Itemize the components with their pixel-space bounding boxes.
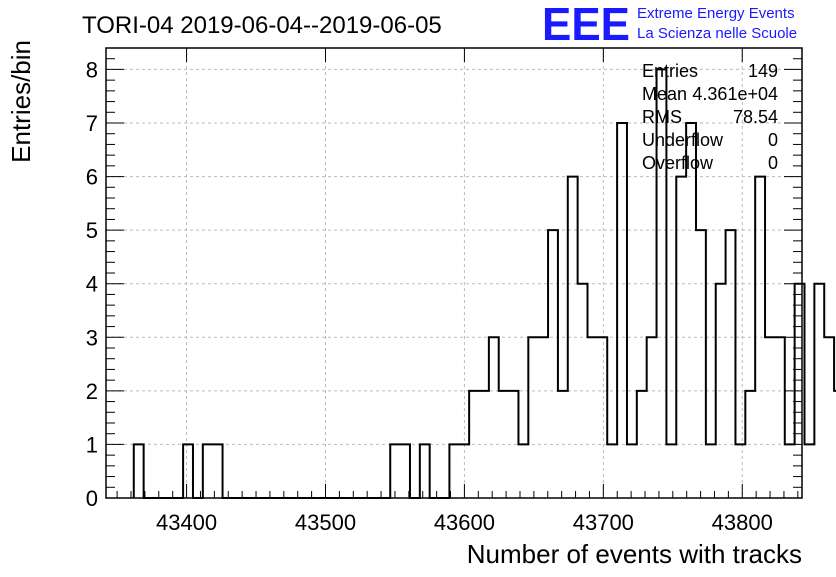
histogram-bin	[726, 230, 736, 498]
stats-box: Entries 149 Mean 4.361e+04 RMS 78.54 Underflow…	[642, 61, 778, 173]
histogram-bin	[489, 337, 499, 498]
y-tick-label: 3	[86, 325, 98, 350]
y-tick-label: 1	[86, 432, 98, 457]
stats-value-entries: 149	[748, 61, 778, 81]
histogram-bin	[588, 337, 598, 498]
stats-value-overflow: 0	[768, 153, 778, 173]
histogram-bin	[785, 444, 795, 498]
histogram-bin	[548, 230, 558, 498]
x-tick-label: 43600	[434, 510, 495, 535]
eee-logo: EEE Extreme Energy Events La Scienza nel…	[542, 0, 797, 50]
histogram-bin	[607, 444, 617, 498]
stats-label-entries: Entries	[642, 61, 698, 81]
stats-label-rms: RMS	[642, 107, 682, 127]
logo-mark: EEE	[542, 0, 630, 50]
histogram-bin	[666, 444, 676, 498]
histogram-bin	[686, 123, 696, 498]
y-tick-label: 4	[86, 272, 98, 297]
histogram-bin	[597, 337, 607, 498]
histogram-bin	[775, 337, 785, 498]
logo-line-1: Extreme Energy Events	[637, 5, 795, 22]
histogram-bin	[400, 444, 410, 498]
histogram-bin	[528, 337, 538, 498]
chart-title: TORI-04 2019-06-04--2019-06-05	[82, 12, 442, 39]
y-axis-label: Entries/bin	[6, 40, 36, 163]
histogram-bin	[805, 444, 815, 498]
x-tick-label: 43700	[573, 510, 634, 535]
y-tick-label: 6	[86, 165, 98, 190]
plot-frame	[105, 47, 803, 499]
histogram-bin	[647, 337, 657, 498]
histogram-bin	[765, 337, 775, 498]
stats-value-mean: 4.361e+04	[692, 84, 778, 104]
histogram-bin	[449, 444, 459, 498]
histogram-bin	[627, 444, 637, 498]
histogram-bin	[134, 444, 144, 498]
y-tick-label: 2	[86, 379, 98, 404]
x-tick-label: 43800	[712, 510, 773, 535]
axis-ticks	[106, 47, 802, 499]
stats-value-underflow: 0	[768, 130, 778, 150]
histogram-bin	[183, 444, 193, 498]
histogram-bin	[390, 444, 400, 498]
histogram-bin	[420, 444, 430, 498]
grid-lines	[106, 48, 802, 498]
x-tick-label: 43400	[156, 510, 217, 535]
stats-label-overflow: Overflow	[642, 153, 714, 173]
stats-value-rms: 78.54	[733, 107, 778, 127]
y-tick-label: 0	[86, 486, 98, 511]
histogram-bin	[617, 123, 627, 498]
y-tick-label: 7	[86, 111, 98, 136]
y-tick-label: 8	[86, 57, 98, 82]
stats-label-underflow: Underflow	[642, 130, 724, 150]
histogram-bin	[696, 230, 706, 498]
histogram-bin	[538, 337, 548, 498]
histogram-bin	[203, 444, 213, 498]
stats-label-mean: Mean	[642, 84, 687, 104]
histogram-bin	[518, 444, 528, 498]
x-tick-label: 43500	[295, 510, 356, 535]
histogram-bin	[735, 444, 745, 498]
y-tick-label: 5	[86, 218, 98, 243]
axis-tick-labels: 43400 43500 43600 43700 43800 0 1 2 3 4 5 6 7 8	[86, 57, 773, 535]
histogram-bin	[824, 337, 834, 498]
histogram-bin	[814, 284, 824, 498]
x-axis-label: Number of events with tracks	[467, 539, 802, 569]
logo-line-2: La Scienza nelle Scuole	[637, 25, 797, 42]
histogram-bin	[213, 444, 223, 498]
histogram-bin	[706, 444, 716, 498]
